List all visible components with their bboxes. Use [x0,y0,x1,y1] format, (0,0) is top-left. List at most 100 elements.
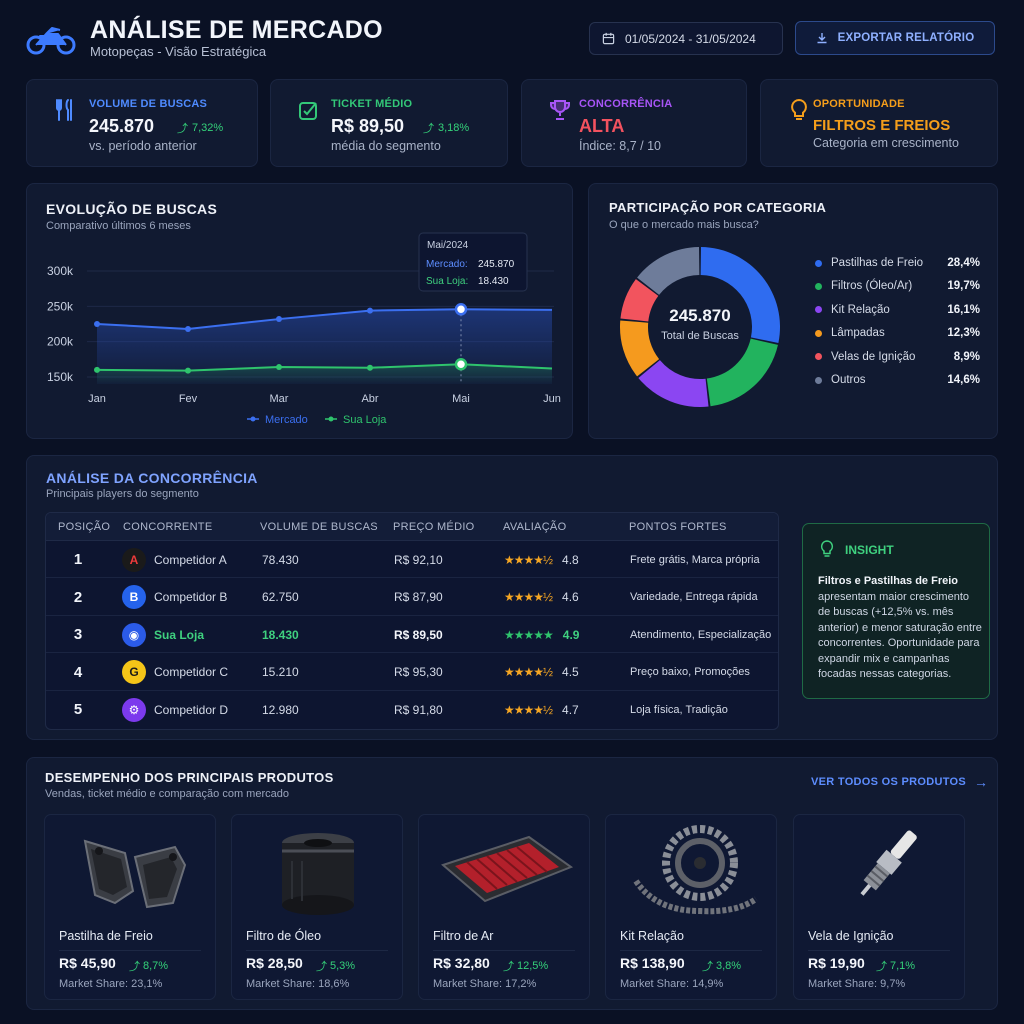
donut-slice-2[interactable] [638,360,709,407]
x-tick-label: Jan [88,393,106,405]
data-point [185,325,191,332]
strengths-cell: Atendimento, Especialização [630,628,772,641]
data-point [94,366,100,373]
star-rating-icon: ★★★★½ [504,702,553,717]
export-report-label: EXPORTAR RELATÓRIO [837,32,975,44]
donut-slice-4[interactable] [620,279,659,322]
kpi-competition: CONCORRÊNCIA ALTA Índice: 8,7 / 10 [521,79,747,167]
donut-slice-3[interactable] [620,320,660,377]
legend-color-dot [815,353,822,361]
table-row[interactable]: 1 A Competidor A 78.430 R$ 92,10 ★★★★½ 4.8 Fret… [46,541,778,578]
competitor-logo-icon: ◉ [122,616,146,653]
product-card[interactable]: Vela de Ignição R$ 19,90 ⤴ 7,1% Market Sh… [793,814,965,1000]
product-delta: ⤴ 12,5% [503,958,548,974]
legend-marker [250,416,256,422]
legend-percent: 28,4% [947,257,980,269]
product-card[interactable]: Kit Relação R$ 138,90 ⤴ 3,8% Market Share… [605,814,777,1000]
x-tick-label: Abr [361,393,378,405]
brake-pad-image [83,839,187,909]
rating-cell: ★★★★½ 4.5 [504,654,579,691]
insight-text: Filtros e Pastilhas de Freio apresentam m… [818,574,984,683]
column-header: AVALIAÇÃO [503,521,567,533]
rating-value: 4.6 [562,590,579,604]
product-market-share: Market Share: 17,2% [433,978,537,990]
kpi-search-volume: VOLUME DE BUSCAS 245.870 ⤴ 7,32% vs. perí… [26,79,258,167]
column-header: PONTOS FORTES [629,521,727,533]
legend-label: Velas de Ignição [831,350,916,363]
export-report-button[interactable]: EXPORTAR RELATÓRIO [795,21,995,55]
insight-body: apresentam maior crescimento de buscas (… [818,590,982,681]
legend-label: Lâmpadas [831,327,885,340]
product-price: R$ 32,80 [433,955,490,971]
star-rating-icon: ★★★★★ [504,627,554,642]
legend-label: Mercado [265,414,308,426]
kpi-subtext: Categoria em crescimento [813,136,959,150]
x-tick-label: Mar [270,393,289,405]
category-share-panel: PARTICIPAÇÃO POR CATEGORIA O que o merca… [588,183,998,439]
legend-label: Pastilhas de Freio [831,257,924,269]
kpi-subtext: média do segmento [331,139,441,153]
donut-center-label: Total de Buscas [661,330,739,342]
table-row[interactable]: 3 ◉ Sua Loja 18.430 R$ 89,50 ★★★★★ 4.9 Atendime… [46,616,778,653]
table-row[interactable]: 2 B Competidor B 62.750 R$ 87,90 ★★★★½ 4.6 Vari… [46,579,778,616]
strengths-cell: Variedade, Entrega rápida [630,591,758,603]
donut-slice-5[interactable] [637,247,700,295]
product-name: Filtro de Óleo [246,929,322,943]
fork-knife-icon [56,99,72,121]
legend-percent: 12,3% [947,327,980,340]
page-subtitle: Motopeças - Visão Estratégica [90,44,267,59]
arrow-right-icon: → [974,774,989,790]
series-area-sua-loja [97,364,552,384]
product-card[interactable]: Pastilha de Freio R$ 45,90 ⤴ 8,7% Market … [44,814,216,1000]
legend-item: Velas de Ignição 8,9% [815,349,980,365]
kpi-value: ALTA [579,116,625,136]
section-subtitle: Vendas, ticket médio e comparação com me… [45,788,289,800]
donut-slice-0[interactable] [700,247,780,343]
data-point [276,364,282,371]
products-panel: DESEMPENHO DOS PRINCIPAIS PRODUTOS Venda… [26,757,998,1010]
product-card[interactable]: Filtro de Ar R$ 32,80 ⤴ 12,5% Market Shar… [418,814,590,1000]
data-point-highlight [454,303,468,316]
competitor-name: Sua Loja [154,627,205,642]
lightbulb-icon [820,540,834,557]
position-cell: 5 [73,701,83,718]
download-icon [817,33,827,44]
kpi-average-ticket: TICKET MÉDIO R$ 89,50 ⤴ 3,18% média do se… [270,79,508,167]
page-title: ANÁLISE DE MERCADO [90,16,383,44]
rating-cell: ★★★★½ 4.6 [504,579,579,616]
tooltip-label: Sua Loja: [426,276,468,287]
search-evolution-panel: EVOLUÇÃO DE BUSCAS Comparativo últimos 6… [26,183,573,439]
position-cell: 4 [73,663,83,681]
legend-percent: 16,1% [947,303,980,316]
calendar-icon [602,32,615,45]
table-row[interactable]: 4 G Competidor C 15.210 R$ 95,30 ★★★★½ 4.5 Preç… [46,654,778,691]
legend-item: Outros 14,6% [815,372,980,388]
date-range-picker[interactable]: 01/05/2024 - 31/05/2024 [589,22,783,55]
date-range-text: 01/05/2024 - 31/05/2024 [625,31,756,46]
column-header: CONCORRENTE [123,521,213,533]
rating-cell: ★★★★½ 4.8 [504,541,579,578]
product-card[interactable]: Filtro de Óleo R$ 28,50 ⤴ 5,3% Market Sha… [231,814,403,1000]
product-delta: ⤴ 7,1% [876,958,915,974]
legend-color-dot [815,259,822,267]
kpi-opportunity: OPORTUNIDADE FILTROS E FREIOS Categoria … [760,79,998,167]
legend-marker [328,416,334,422]
legend-item: Filtros (Óleo/Ar) 19,7% [815,278,980,294]
avg-price-cell: R$ 87,90 [394,590,443,604]
tooltip-value: 18.430 [478,276,509,287]
section-title: PARTICIPAÇÃO POR CATEGORIA [609,200,827,215]
view-all-label: VER TODOS OS PRODUTOS [811,776,967,788]
y-tick-label: 150k [47,370,74,384]
table-row[interactable]: 5 ⚙ Competidor D 12.980 R$ 91,80 ★★★★½ 4.7 Loja… [46,691,778,728]
donut-slice-1[interactable] [706,338,778,407]
kpi-subtext: vs. período anterior [89,139,197,153]
product-delta-value: 5,3% [330,960,356,972]
trophy-icon [550,100,570,120]
star-rating-icon: ★★★★½ [504,552,553,567]
donut-chart [620,247,780,407]
view-all-products-link[interactable]: VER TODOS OS PRODUTOS → [811,774,988,790]
rating-cell: ★★★★½ 4.7 [504,691,579,728]
search-volume-cell: 15.210 [262,665,299,679]
kpi-value: FILTROS E FREIOS [813,117,951,134]
strengths-cell: Preço baixo, Promoções [630,666,750,678]
